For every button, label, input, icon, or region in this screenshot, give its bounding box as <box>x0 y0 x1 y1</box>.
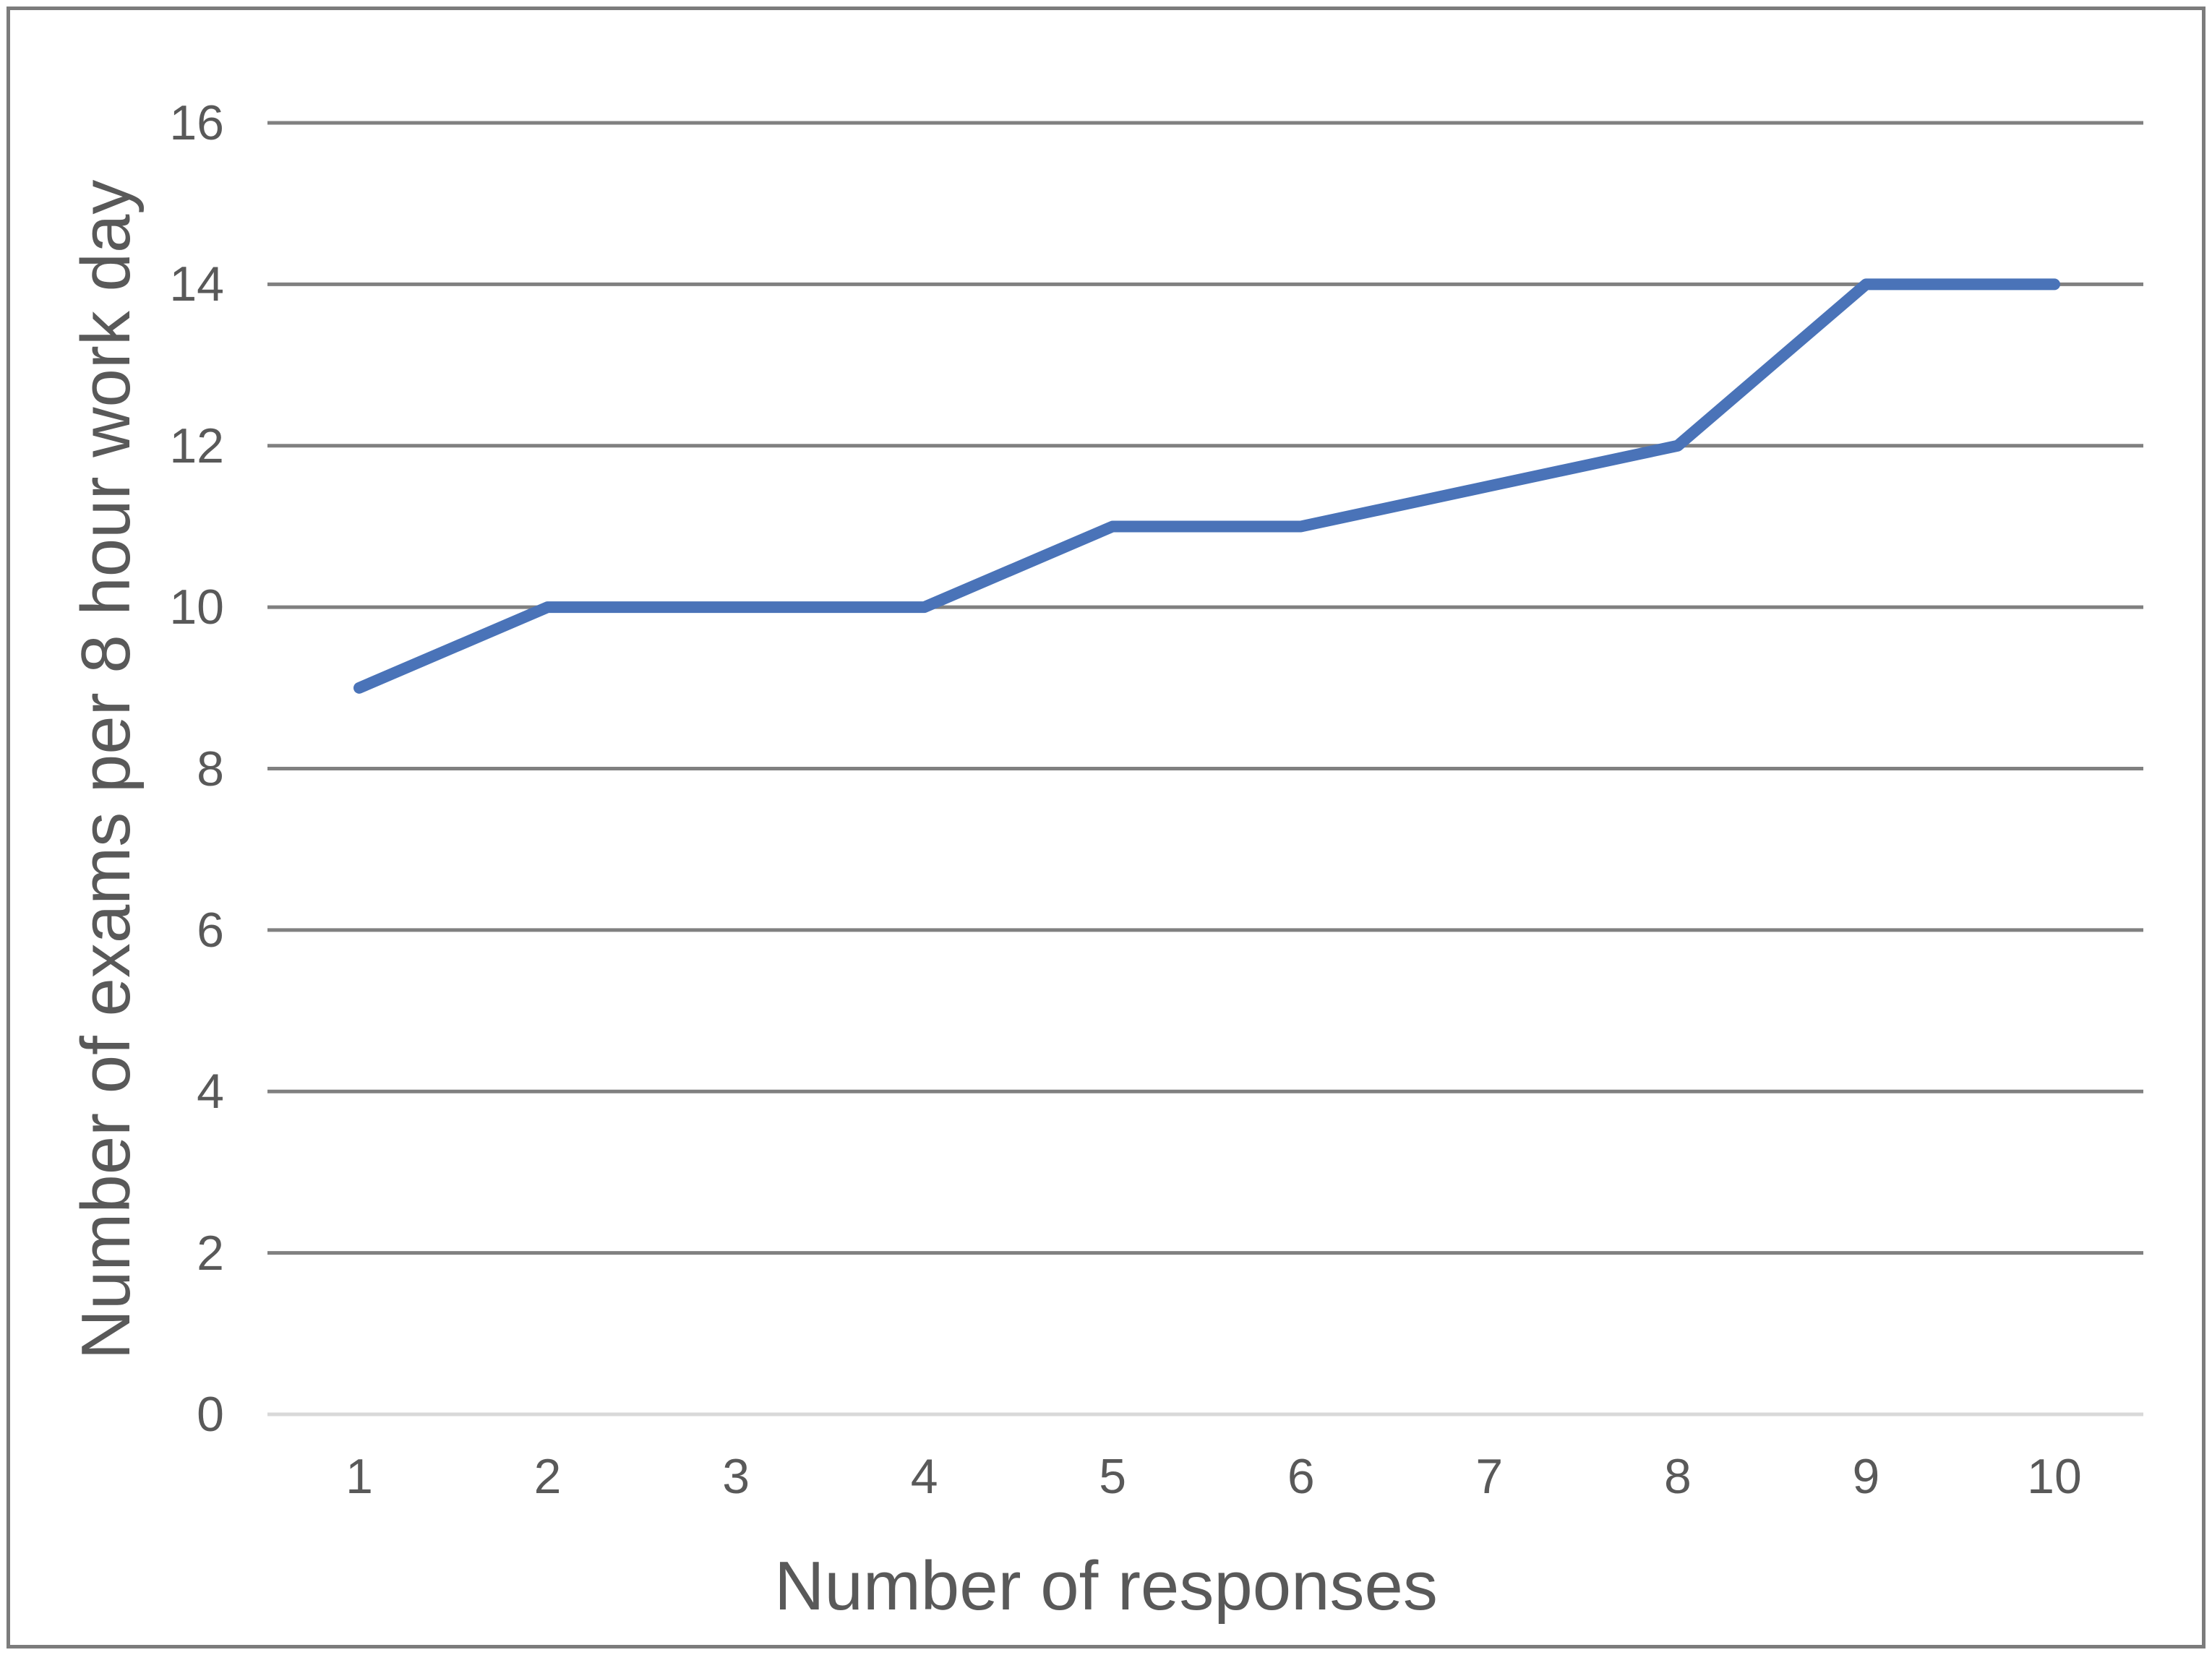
y-axis-tick-label: 0 <box>197 1387 224 1442</box>
x-axis-tick-label: 4 <box>910 1449 938 1504</box>
y-axis-tick-label: 10 <box>169 580 224 635</box>
x-axis-tick-label: 6 <box>1287 1449 1315 1504</box>
x-axis-tick-label: 10 <box>2027 1449 2082 1504</box>
y-axis-tick-label: 16 <box>169 95 224 150</box>
x-axis-tick-label: 8 <box>1663 1449 1692 1504</box>
x-axis-tick-label: 1 <box>346 1449 373 1504</box>
y-axis-tick-label: 12 <box>169 418 224 473</box>
x-axis-tick-label: 9 <box>1852 1449 1880 1504</box>
x-axis-tick-label: 5 <box>1099 1449 1127 1504</box>
data-line <box>353 278 2060 694</box>
y-axis-title: Number of exams per 8 hour work day <box>67 179 145 1360</box>
x-axis-title: Number of responses <box>774 1547 1438 1625</box>
y-axis-tick-label: 8 <box>197 741 224 796</box>
y-axis-tick-label: 4 <box>197 1064 224 1119</box>
x-axis-tick-label: 7 <box>1475 1449 1504 1504</box>
y-axis-tick-label: 14 <box>169 257 224 312</box>
y-axis-tick-label: 6 <box>197 902 224 958</box>
x-axis-tick-label: 2 <box>533 1449 562 1504</box>
y-axis-tick-label: 2 <box>197 1225 224 1281</box>
x-axis-tick-label: 3 <box>722 1449 750 1504</box>
